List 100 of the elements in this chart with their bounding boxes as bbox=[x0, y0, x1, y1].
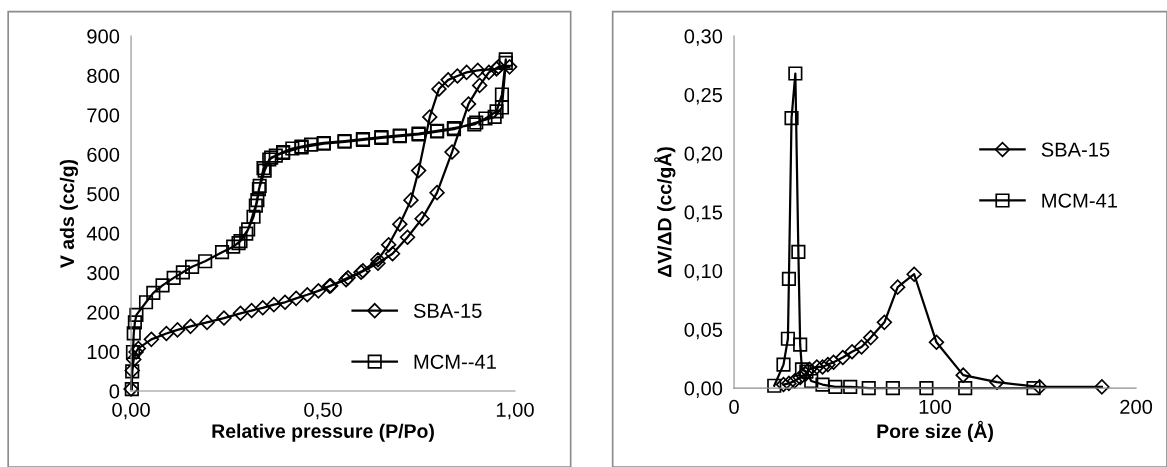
point bbox=[403, 192, 419, 208]
point bbox=[169, 322, 186, 338]
x-tick-label: 100 bbox=[919, 399, 952, 414]
point bbox=[214, 245, 230, 260]
y-tick-label: 300 bbox=[87, 265, 120, 281]
y-tick-label: 0,10 bbox=[684, 263, 723, 281]
point bbox=[470, 62, 486, 79]
point bbox=[876, 314, 893, 331]
point bbox=[380, 237, 397, 253]
point bbox=[155, 278, 170, 293]
point bbox=[370, 251, 386, 268]
point bbox=[246, 209, 261, 224]
point bbox=[843, 379, 858, 394]
point bbox=[185, 259, 200, 274]
point bbox=[370, 255, 386, 271]
y-tick-label: 0,20 bbox=[684, 146, 723, 164]
point bbox=[226, 239, 241, 254]
point bbox=[255, 300, 271, 316]
point bbox=[384, 246, 401, 262]
y-tick-label: 0,00 bbox=[684, 381, 723, 398]
point bbox=[776, 357, 791, 372]
legend-label: SBA-15 bbox=[1041, 142, 1110, 157]
point bbox=[906, 266, 922, 282]
x-tick-label: 1,00 bbox=[496, 402, 534, 420]
point bbox=[266, 296, 282, 313]
point bbox=[784, 111, 799, 126]
point bbox=[1094, 379, 1110, 395]
point bbox=[422, 109, 438, 125]
point bbox=[844, 343, 860, 360]
x-tick-label: 200 bbox=[1120, 399, 1153, 414]
point bbox=[216, 310, 232, 326]
legend-label: MCM--41 bbox=[414, 354, 496, 369]
point bbox=[440, 72, 456, 88]
point bbox=[199, 314, 215, 331]
point bbox=[478, 111, 493, 126]
y-tick-label: 700 bbox=[87, 108, 120, 123]
point bbox=[955, 367, 971, 383]
y-tick-label: 0,05 bbox=[684, 322, 723, 340]
point bbox=[853, 339, 870, 355]
point bbox=[250, 193, 265, 208]
point bbox=[889, 279, 906, 295]
point bbox=[861, 380, 876, 396]
point bbox=[788, 66, 803, 81]
point bbox=[780, 331, 796, 346]
point bbox=[498, 55, 513, 71]
point bbox=[299, 287, 315, 303]
point bbox=[198, 254, 213, 269]
point bbox=[243, 302, 260, 319]
point bbox=[126, 326, 141, 341]
point bbox=[414, 210, 430, 227]
point bbox=[127, 315, 142, 330]
point bbox=[825, 354, 842, 370]
point bbox=[791, 244, 806, 260]
point bbox=[919, 380, 934, 396]
point bbox=[392, 216, 408, 232]
point bbox=[828, 379, 843, 394]
x-tick-label: 0,50 bbox=[304, 402, 342, 420]
point bbox=[126, 351, 142, 368]
point bbox=[794, 362, 810, 377]
x-tick-label: 0,00 bbox=[112, 402, 150, 420]
point bbox=[1026, 380, 1041, 396]
point bbox=[815, 377, 830, 392]
point bbox=[471, 77, 488, 94]
point bbox=[129, 307, 144, 322]
y-tick-label: 600 bbox=[87, 147, 120, 162]
point bbox=[429, 184, 445, 201]
point bbox=[182, 318, 199, 335]
legend-label: MCM-41 bbox=[1042, 193, 1117, 208]
point bbox=[793, 337, 808, 352]
point bbox=[449, 68, 466, 84]
y-tick-label: 900 bbox=[87, 29, 120, 44]
point bbox=[431, 81, 447, 97]
point bbox=[885, 380, 900, 396]
point bbox=[809, 359, 825, 375]
point bbox=[494, 100, 510, 115]
point bbox=[143, 331, 160, 348]
point bbox=[786, 373, 803, 389]
y-tick-label: 400 bbox=[86, 226, 120, 241]
x-axis-title: Relative pressure (P/Po) bbox=[212, 423, 434, 442]
point bbox=[444, 144, 460, 160]
point bbox=[494, 87, 510, 102]
point bbox=[835, 349, 851, 366]
point bbox=[767, 378, 782, 393]
point bbox=[146, 285, 161, 300]
y-tick-label: 0,30 bbox=[684, 29, 723, 46]
x-axis-title: Pore size (Å) bbox=[877, 420, 993, 442]
point bbox=[252, 178, 267, 194]
point bbox=[232, 305, 249, 322]
point bbox=[241, 222, 256, 237]
y-tick-label: 500 bbox=[87, 187, 120, 202]
point bbox=[989, 374, 1005, 390]
point bbox=[814, 359, 831, 375]
y-tick-label: 200 bbox=[87, 305, 120, 320]
legend-label: SBA-15 bbox=[413, 303, 482, 318]
point bbox=[498, 52, 513, 67]
point bbox=[251, 182, 266, 197]
point bbox=[460, 96, 477, 112]
point bbox=[928, 334, 945, 351]
point bbox=[138, 295, 154, 310]
point bbox=[781, 375, 797, 392]
